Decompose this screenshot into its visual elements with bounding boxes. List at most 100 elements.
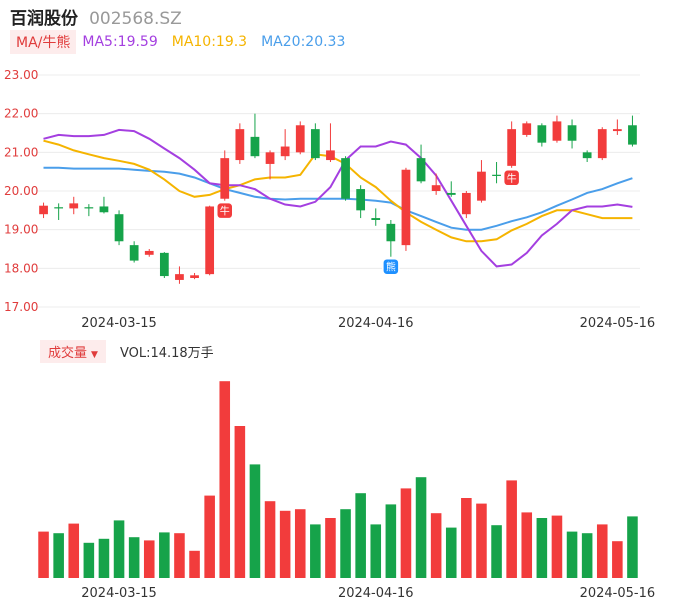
candle-body [114, 214, 124, 242]
candle-body [582, 152, 592, 159]
y-tick-label: 20.00 [4, 184, 38, 198]
candle-body [99, 206, 109, 213]
y-tick-label: 17.00 [4, 300, 38, 314]
candle-body [537, 125, 547, 143]
volume-bar [491, 525, 502, 578]
volume-bar [234, 426, 246, 578]
volume-bar [506, 480, 517, 578]
volume-bar [189, 550, 200, 578]
volume-bar [461, 498, 472, 578]
volume-bar [249, 464, 261, 578]
volume-bar [310, 524, 321, 578]
y-tick-label: 18.00 [4, 261, 38, 275]
volume-bar [325, 518, 336, 578]
ma5-line [43, 128, 633, 268]
candle-body [567, 125, 577, 141]
ma5-legend: MA5:19.59 [82, 34, 158, 50]
candle-body [326, 150, 335, 161]
volume-bar [68, 523, 80, 578]
stock-name: 百润股份 [10, 9, 78, 29]
candle-body [492, 174, 501, 176]
ma-legend: MA/牛熊 MA5:19.59 MA10:19.3 MA20:20.33 [10, 30, 359, 54]
volume-bar [385, 504, 397, 578]
candle-body [190, 275, 199, 278]
volume-bar [143, 540, 155, 578]
volume-bar [355, 493, 366, 578]
y-tick-label: 19.00 [4, 223, 38, 237]
candle-body [84, 207, 94, 209]
candle-body [175, 274, 184, 280]
volume-bar [445, 527, 457, 578]
volume-indicator-label: 成交量 [48, 345, 88, 361]
candle-body [341, 158, 350, 199]
volume-bar [581, 533, 593, 578]
volume-bar [521, 512, 533, 578]
volume-bar [596, 524, 608, 578]
stock-header: 百润股份 002568.SZ [10, 4, 182, 29]
volume-bar [476, 503, 487, 578]
volume-bar [204, 495, 215, 578]
candle-body [446, 192, 456, 195]
volume-bar [279, 510, 291, 578]
volume-legend: 成交量 ▼ VOL:14.18万手 [40, 339, 214, 363]
volume-bar [627, 516, 638, 578]
signal-marker-label: 牛 [220, 205, 230, 218]
signal-marker-label: 熊 [386, 261, 396, 274]
x-tick-label: 2024-03-15 [81, 316, 157, 331]
candle-body [250, 136, 260, 157]
ma10-line [43, 139, 633, 243]
y-tick-label: 21.00 [4, 145, 38, 159]
volume-bar [219, 381, 231, 578]
candle-body [69, 203, 79, 209]
volume-bar [612, 541, 623, 578]
signal-marker-label: 牛 [507, 172, 517, 185]
candle-body [507, 129, 517, 166]
volume-bar [83, 542, 95, 578]
candle-body [371, 218, 381, 220]
candle-body [220, 158, 230, 199]
volume-indicator-dropdown[interactable]: 成交量 ▼ [40, 339, 106, 363]
candle-body [522, 123, 532, 135]
volume-bar [128, 537, 140, 578]
signal-marker [382, 257, 400, 276]
candle-body [280, 146, 290, 157]
candle-body [205, 206, 215, 275]
volume-bar [566, 531, 578, 578]
volume-bar [370, 524, 382, 578]
volume-bar [264, 501, 276, 578]
ma20-legend: MA20:20.33 [261, 34, 346, 50]
candle-body [628, 125, 637, 145]
candle-body [356, 189, 366, 211]
y-tick-label: 22.00 [4, 107, 38, 121]
ma10-legend: MA10:19.3 [171, 34, 248, 50]
volume-bar [159, 532, 170, 578]
volume-bar [400, 488, 412, 578]
stock-code: 002568.SZ [89, 9, 182, 29]
volume-bar [98, 538, 110, 578]
x-tick-label: 2024-05-16 [580, 586, 656, 601]
candle-body [295, 125, 305, 153]
y-tick-label: 23.00 [4, 68, 38, 82]
volume-bar [340, 509, 351, 578]
candle-body [416, 158, 426, 182]
volume-bar [536, 518, 548, 578]
candle-body [54, 207, 64, 209]
volume-bar [53, 533, 64, 578]
volume-bar [294, 509, 306, 578]
candle-body [461, 192, 471, 215]
x-tick-label: 2024-04-16 [338, 316, 414, 331]
candle-body [401, 169, 411, 246]
candle-body [39, 205, 48, 215]
candle-body [552, 121, 562, 141]
ma-indicator-toggle[interactable]: MA/牛熊 [10, 30, 77, 54]
candle-body [235, 129, 245, 161]
volume-bar [113, 520, 125, 578]
candle-body [597, 129, 607, 159]
candle-body [386, 223, 396, 242]
candle-body [159, 252, 169, 277]
volume-bar [430, 513, 442, 578]
volume-value: VOL:14.18万手 [119, 345, 214, 361]
volume-bar [174, 533, 185, 578]
candle-body [129, 245, 139, 261]
